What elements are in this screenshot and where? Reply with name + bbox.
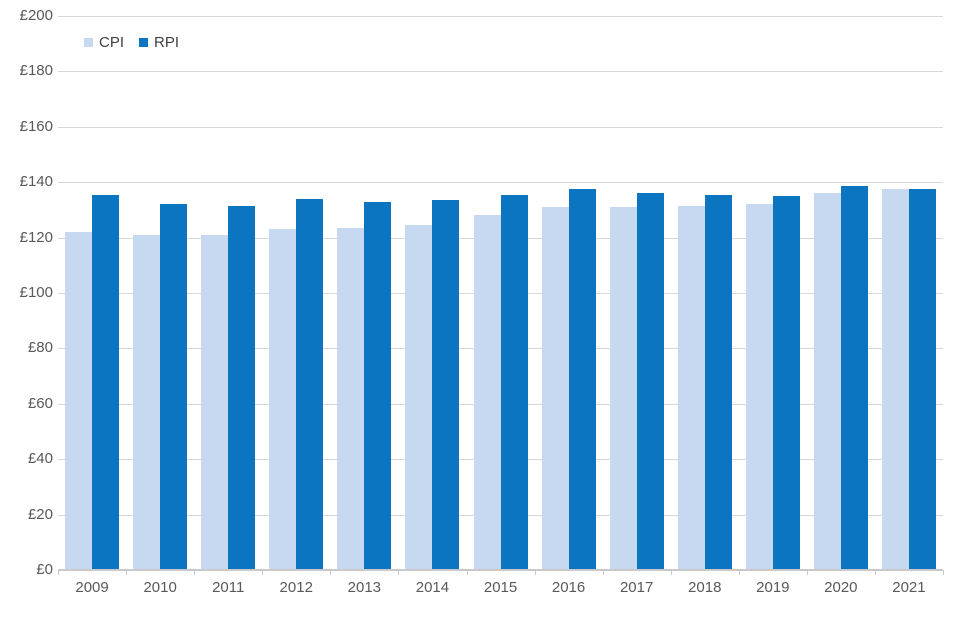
bar-cpi-2016 (541, 207, 569, 570)
x-axis-label-2020: 2020 (824, 579, 858, 596)
bar-cpi-2018 (677, 205, 705, 570)
y-tick-label: £20 (27, 505, 53, 523)
gridline-140 (58, 182, 943, 184)
bar-rpi-2012 (296, 198, 324, 570)
y-tick-label: £160 (19, 117, 53, 135)
rpi-legend-swatch-icon (139, 38, 149, 47)
x-axis-label-2011: 2011 (212, 579, 245, 596)
bar-cpi-2017 (609, 207, 637, 570)
x-axis-tick (126, 570, 128, 575)
bar-cpi-2009 (65, 232, 92, 570)
bar-rpi-2015 (500, 194, 528, 570)
x-axis-tick (398, 570, 400, 575)
x-axis-tick (194, 570, 196, 575)
bar-rpi-2013 (364, 201, 392, 570)
x-axis-label-2019: 2019 (756, 579, 790, 596)
x-axis-tick (602, 570, 604, 575)
y-tick-label: £60 (27, 394, 53, 412)
y-tick-label: £40 (27, 450, 53, 468)
x-axis-label-2017: 2017 (619, 579, 654, 596)
gridline-180 (58, 71, 943, 73)
x-axis-label-2010: 2010 (143, 579, 177, 596)
y-tick-label: £140 (19, 173, 53, 191)
cpi-legend-label: CPI (99, 34, 125, 51)
x-axis-tick (466, 570, 468, 575)
bar-rpi-2016 (568, 189, 596, 570)
y-tick-label: £120 (19, 228, 53, 246)
bar-rpi-2019 (772, 196, 800, 570)
x-axis-tick (330, 570, 332, 575)
chart-legend: CPI RPI (84, 34, 179, 51)
bar-cpi-2021 (882, 189, 909, 570)
bar-rpi-2009 (92, 194, 119, 570)
legend-item-cpi: CPI (84, 34, 124, 51)
gridline-160 (58, 126, 943, 128)
x-axis-label-2021: 2021 (892, 579, 926, 596)
bar-rpi-2020 (840, 186, 868, 570)
x-axis-line (58, 569, 943, 571)
y-tick-label: £180 (19, 62, 53, 80)
bar-cpi-2010 (133, 234, 161, 570)
bar-cpi-2015 (473, 215, 501, 570)
bar-cpi-2020 (813, 193, 841, 570)
x-axis-label-2018: 2018 (688, 579, 722, 596)
gridline-200 (58, 16, 943, 17)
x-axis-label-2016: 2016 (551, 579, 586, 596)
x-axis-tick (534, 570, 536, 575)
x-axis-tick (943, 570, 944, 575)
x-axis-tick (738, 570, 740, 575)
bar-rpi-2010 (160, 204, 188, 570)
bar-rpi-2017 (636, 193, 664, 570)
rpi-legend-label: RPI (154, 34, 180, 51)
bar-rpi-2018 (704, 194, 732, 570)
x-axis-label-2015: 2015 (483, 579, 518, 596)
x-axis-tick (58, 570, 59, 575)
x-axis-label-2009: 2009 (75, 579, 109, 596)
x-axis-label-2014: 2014 (415, 579, 450, 596)
y-tick-label: £80 (27, 339, 53, 357)
bar-rpi-2021 (909, 189, 936, 570)
y-tick-label: £100 (19, 284, 53, 301)
x-axis-tick (874, 570, 876, 575)
y-tick-label: £0 (36, 561, 53, 578)
bar-cpi-2013 (337, 227, 365, 570)
bar-rpi-2011 (228, 205, 256, 570)
bar-rpi-2014 (432, 200, 460, 570)
x-axis-tick (670, 570, 672, 575)
bar-cpi-2014 (405, 225, 433, 570)
legend-item-rpi: RPI (139, 34, 179, 51)
bar-cpi-2011 (201, 234, 229, 570)
cpi-legend-swatch-icon (84, 38, 93, 47)
x-axis-label-2012: 2012 (279, 579, 313, 596)
x-axis-tick (806, 570, 808, 575)
y-tick-label: £200 (19, 7, 53, 24)
x-axis-tick (262, 570, 264, 575)
x-axis-label-2013: 2013 (347, 579, 382, 596)
bar-cpi-2012 (269, 229, 297, 570)
bar-cpi-2019 (745, 204, 773, 570)
